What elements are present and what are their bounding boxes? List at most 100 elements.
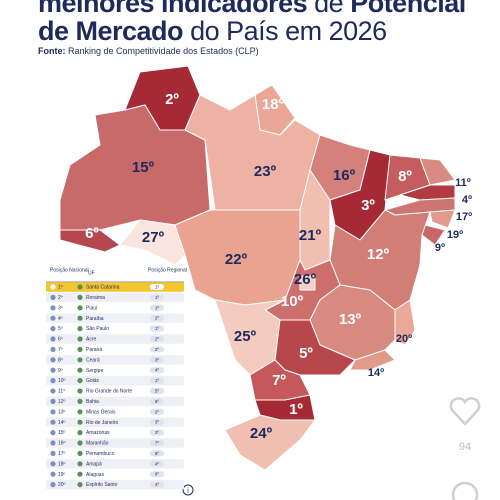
state-rank: 26º [294,271,317,288]
national-rank: 11º [58,389,65,395]
regional-rank: 1º [155,378,160,383]
uf-name: Rio Grande do Norte [86,389,132,395]
regional-pill [150,346,164,353]
state-rank: 4º [462,194,472,206]
regional-pill [150,429,164,436]
flag [50,346,56,352]
heart-icon[interactable] [449,397,481,426]
regional-rank: 5º [155,388,160,393]
comment-icon[interactable] [451,481,479,500]
uf-flag [77,450,83,456]
state-rank: 15º [132,159,155,176]
uf-name: Ceará [86,357,100,363]
flag [50,450,56,456]
regional-pill [150,336,164,342]
table-header: UF [88,270,95,276]
uf-flag [77,315,83,321]
state [349,349,396,371]
regional-pill [150,304,164,311]
uf-name: Amapá [86,461,102,467]
uf-flag [77,471,83,477]
flag [50,357,56,363]
state-rank: 27º [142,229,165,246]
state-rank: 11º [455,177,471,189]
uf-flag [77,482,83,488]
regional-rank: 1º [155,305,160,310]
regional-rank: 6º [155,399,160,404]
state-rank: 20º [396,333,412,345]
uf-flag [77,367,83,373]
flag [50,409,56,415]
flag [50,305,56,311]
uf-name: Piauí [86,305,98,311]
uf-name: Minas Gerais [86,409,116,415]
source: Fonte: Ranking de Competitividade dos Es… [38,46,259,56]
regional-rank: 2º [155,347,160,352]
uf-name: Acre [86,337,97,343]
regional-rank: 9º [155,472,160,477]
uf-name: Rio de Janeiro [86,420,118,426]
regional-pill [150,377,164,384]
table-header: Posição Nacional [50,267,89,273]
regional-pill [150,284,164,290]
title-bold: de Mercado [38,16,184,46]
regional-rank: 2º [155,316,160,321]
title-light: de [314,0,344,18]
state-rank: 8º [398,168,412,185]
flag [50,378,56,384]
regional-pill [150,419,164,426]
national-rank: 4º [58,316,63,322]
uf-flag [77,305,83,311]
title-light: do País em 2026 [190,16,387,46]
state-rank: 6º [85,225,99,242]
national-rank: 6º [58,337,63,343]
national-rank: 15º [58,430,66,436]
state-rank: 7º [272,372,286,389]
regional-rank: 3º [155,357,160,362]
state-rank: 10º [281,293,304,310]
uf-flag [77,419,83,425]
national-rank: 1º [58,285,63,291]
info-icon[interactable] [182,484,194,496]
flag [50,430,56,436]
regional-rank: 1º [155,284,160,289]
flag [50,471,56,477]
uf-flag [77,284,83,290]
national-rank: 14º [58,420,66,426]
regional-pill [150,388,164,394]
state-rank: 24º [250,425,273,442]
uf-flag [77,357,83,363]
uf-name: Santa Catarina [86,285,120,291]
state [59,229,121,253]
flag [50,388,56,394]
like-count: 94 [459,441,471,453]
title-line: melhores indicadores de Potencial [38,0,466,18]
uf-name: Amazonas [86,430,110,436]
uf-flag [77,398,83,404]
state-rank: 1º [289,401,303,418]
flag [50,284,56,290]
uf-name: Pernambuco [86,451,115,457]
national-rank: 8º [58,357,63,363]
state-rank: 18º [262,96,285,113]
regional-rank: 4º [155,461,160,466]
national-rank: 13º [58,409,66,415]
title-bold: melhores indicadores [38,0,308,18]
national-rank: 12º [58,399,66,405]
national-rank: 9º [58,368,63,374]
national-rank: 5º [58,326,63,332]
national-rank: 18º [58,461,66,467]
state-rank: 13º [339,311,362,328]
regional-pill [150,315,164,322]
uf-flag [77,378,83,384]
national-rank: 19º [58,472,66,478]
regional-pill [150,481,164,488]
uf-flag [77,440,83,446]
flag [50,315,56,321]
uf-name: Paraíba [86,316,104,322]
regional-rank: 2º [155,336,160,341]
national-rank: 7º [58,347,63,353]
regional-pill [150,408,164,415]
uf-name: Paraná [86,347,102,353]
uf-flag [77,409,83,415]
